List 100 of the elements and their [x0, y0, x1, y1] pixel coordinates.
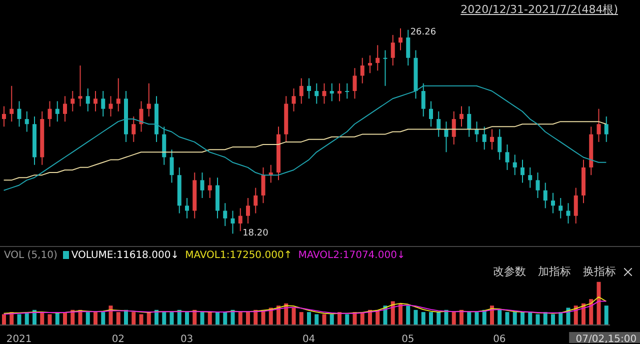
candlestick — [551, 192, 555, 214]
candlestick — [398, 28, 402, 51]
candlestick — [383, 50, 388, 86]
text: 换指标 — [581, 264, 618, 279]
candlestick — [116, 78, 120, 112]
candlestick — [292, 88, 296, 112]
candlestick — [536, 172, 540, 199]
candlestick — [406, 29, 410, 66]
candlestick — [170, 149, 174, 184]
bar — [429, 312, 433, 325]
bar — [94, 312, 98, 325]
bar — [132, 312, 136, 325]
candlestick — [208, 177, 212, 199]
bar — [330, 314, 334, 325]
bar — [238, 312, 242, 325]
candlestick — [543, 182, 548, 209]
bar — [512, 312, 517, 325]
candlestick — [460, 106, 464, 128]
bar — [322, 314, 326, 325]
candlestick — [566, 202, 570, 224]
candlestick — [482, 126, 486, 150]
bar — [505, 312, 510, 325]
candlestick — [146, 82, 151, 117]
candlestick — [261, 166, 266, 204]
candlestick — [238, 208, 242, 232]
candlestick — [474, 121, 479, 142]
candlestick — [101, 90, 106, 117]
candlestick — [230, 210, 235, 234]
candlestick — [352, 68, 357, 100]
candlestick — [2, 106, 6, 128]
candlestick — [55, 100, 60, 122]
bar — [48, 314, 52, 325]
bar — [162, 312, 166, 325]
candlestick — [223, 202, 228, 227]
x-tick-label: 06 — [493, 334, 506, 344]
bar — [216, 312, 220, 325]
candlestick — [596, 108, 601, 142]
bar — [421, 312, 426, 325]
candlestick — [345, 82, 350, 100]
candlestick — [498, 128, 502, 160]
bar — [474, 312, 479, 325]
bar — [299, 312, 304, 325]
candlestick — [505, 144, 510, 170]
candlestick — [185, 198, 189, 219]
candlestick — [200, 172, 204, 199]
bar — [17, 314, 22, 325]
bar — [498, 310, 502, 325]
candlestick — [452, 110, 456, 146]
bar — [520, 312, 524, 325]
bar — [596, 282, 601, 325]
candlestick — [604, 116, 608, 142]
legend-label: VOLUME:11618.000↓ — [70, 250, 180, 260]
candlestick — [17, 100, 22, 128]
bar — [86, 312, 90, 325]
candlestick — [338, 82, 342, 102]
candlestick — [574, 187, 578, 224]
annotation: 18.20 — [242, 228, 269, 239]
candlestick — [322, 82, 326, 104]
bar — [307, 312, 311, 325]
bar — [170, 312, 174, 325]
bar — [345, 314, 350, 325]
annotation: 26.26 — [410, 27, 436, 38]
text: MAVOL1:17250.000↑ — [185, 250, 292, 260]
candlestick — [10, 85, 14, 122]
candlestick — [24, 110, 29, 132]
candlestick — [94, 90, 98, 112]
candlestick — [86, 88, 90, 112]
bar — [314, 314, 319, 325]
bar — [536, 314, 540, 325]
x-tick-label: 2021 — [6, 334, 32, 344]
candlestick — [390, 34, 395, 66]
candlestick — [429, 100, 433, 128]
chart-title: VOL (5,10) — [4, 250, 58, 260]
candlestick — [63, 96, 67, 122]
bar — [292, 308, 296, 325]
bar — [467, 312, 472, 325]
candlestick — [162, 126, 166, 166]
candlestick — [368, 54, 372, 74]
candlestick — [490, 128, 494, 150]
candlestick — [254, 187, 258, 214]
x-tick-label: 05 — [402, 334, 414, 344]
x-tick-label: 04 — [302, 334, 316, 344]
candlestick — [512, 154, 517, 176]
bar — [398, 303, 402, 325]
bar — [436, 312, 441, 325]
candlestick — [558, 198, 563, 219]
bar — [116, 312, 120, 325]
candlestick — [376, 44, 380, 72]
candlestick — [307, 78, 311, 100]
text: 加指标 — [536, 264, 573, 279]
candlestick — [139, 100, 144, 132]
bar — [414, 310, 418, 325]
candlestick — [108, 96, 113, 117]
text: 2020/12/31-2021/7/2(484根) — [458, 2, 620, 17]
bar — [604, 306, 608, 325]
x-tick-label: 03 — [180, 334, 194, 344]
bar — [223, 312, 228, 325]
bar — [551, 314, 555, 325]
bar — [246, 312, 250, 325]
candlestick — [436, 110, 441, 138]
